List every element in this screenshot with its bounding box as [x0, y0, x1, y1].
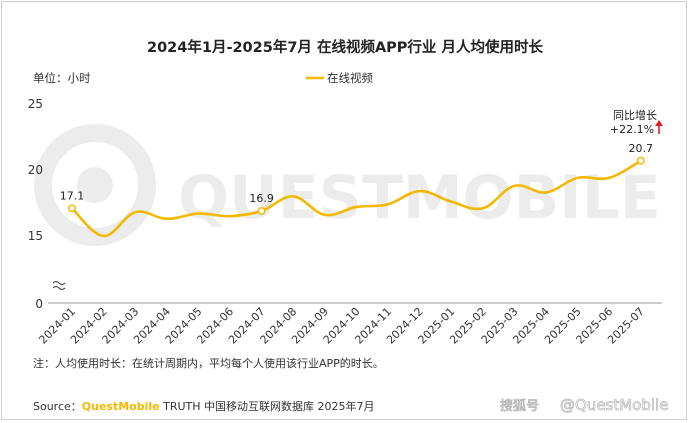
footnote: 注：人均使用时长：在统计周期内，平均每个人使用该行业APP的时长。 — [33, 356, 384, 370]
unit-label: 单位：小时 — [33, 71, 91, 85]
source-rest: TRUTH 中国移动互联网数据库 2025年7月 — [160, 399, 375, 413]
growth-annotation: 同比增长 +22.1% — [610, 108, 663, 136]
data-labels: 17.1 16.9 20.7 — [60, 142, 654, 215]
source-brand: QuestMobile — [82, 400, 160, 413]
up-arrow-icon — [655, 120, 663, 134]
data-point-marker — [636, 156, 645, 165]
y-tick-label: 25 — [28, 97, 43, 111]
footer-handle: @QuestMobile — [560, 396, 668, 414]
data-point-marker — [257, 206, 266, 215]
y-tick-label: 15 — [28, 229, 43, 243]
data-label: 20.7 — [629, 142, 654, 155]
source-prefix: Source： — [33, 400, 82, 413]
data-point-marker — [68, 204, 76, 213]
data-label: 16.9 — [249, 192, 274, 205]
footer-brand: 搜狐号 @QuestMobile — [500, 396, 669, 415]
series-layer — [70, 159, 643, 238]
chart-title: 2024年1月-2025年7月 在线视频APP行业 月人均使用时长 — [147, 38, 543, 56]
series-line — [70, 159, 643, 238]
watermark-text: QUESTMOBILE — [178, 163, 661, 233]
legend: 在线视频 — [306, 71, 373, 85]
growth-value: +22.1% — [610, 123, 654, 136]
legend-label: 在线视频 — [327, 71, 373, 85]
axis-break-icon — [52, 281, 66, 290]
y-tick-label: 0 — [35, 297, 43, 311]
sohu-logo: 搜狐号 — [500, 398, 539, 414]
y-tick-label: 20 — [28, 163, 43, 177]
watermark: QUESTMOBILE — [34, 124, 661, 246]
source-line: Source：QuestMobile TRUTH 中国移动互联网数据库 2025… — [33, 399, 375, 413]
growth-label: 同比增长 — [613, 108, 657, 122]
y-axis: 25 20 15 0 — [28, 97, 66, 311]
data-label: 17.1 — [60, 189, 85, 202]
x-axis-labels: 2024-012024-022024-032024-042024-052024-… — [36, 305, 646, 347]
